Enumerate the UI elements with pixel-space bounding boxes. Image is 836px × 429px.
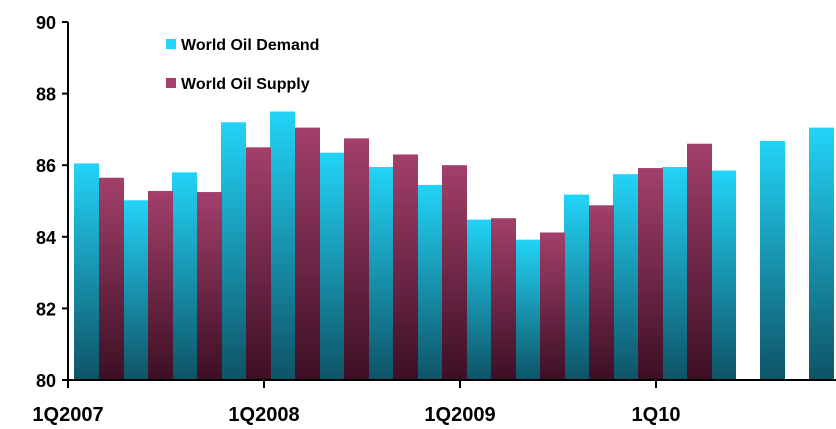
demand-bar-3Q2008	[368, 166, 393, 380]
demand-bar-2Q2008	[319, 152, 344, 380]
supply-bar-1Q2009	[491, 218, 516, 380]
supply-bar-2Q2008	[344, 138, 369, 380]
legend-label-supply: World Oil Supply	[181, 76, 310, 93]
demand-bar-1Q2008	[270, 111, 295, 380]
supply-bar-2Q2009	[540, 232, 565, 380]
demand-bar-2Q2009	[515, 239, 540, 380]
supply-bar-3Q2008	[393, 154, 418, 380]
legend-label-demand: World Oil Demand	[181, 37, 319, 54]
demand-bar-1Q2009	[466, 219, 491, 380]
demand-bar-4Q2007	[221, 122, 246, 381]
legend-swatch-supply	[166, 78, 176, 88]
x-tick-label-1Q2009: 1Q2009	[424, 404, 495, 426]
demand-bar-3Q2007	[172, 172, 197, 380]
supply-bar-4Q2007	[246, 147, 271, 380]
demand-bar-4Q2010	[809, 127, 834, 380]
demand-bar-4Q2009	[613, 174, 638, 380]
legend-swatch-demand	[166, 39, 176, 49]
x-tick-label-1Q2007: 1Q2007	[32, 404, 103, 426]
supply-bar-3Q2009	[589, 205, 614, 380]
demand-bar-4Q2008	[417, 184, 442, 380]
x-tick-label-1Q2008: 1Q2008	[228, 404, 299, 426]
supply-bar-3Q2007	[197, 192, 222, 380]
supply-bar-1Q2007	[99, 177, 124, 380]
supply-bar-4Q2009	[638, 168, 663, 380]
supply-bar-1Q2010	[687, 143, 712, 380]
demand-bar-3Q2010	[760, 140, 785, 380]
y-tick-label-88: 88	[36, 85, 56, 105]
x-tick-label-1Q10: 1Q10	[632, 404, 681, 426]
y-tick-label-86: 86	[36, 156, 56, 176]
demand-bar-1Q2010	[662, 166, 687, 380]
demand-bar-1Q2007	[74, 163, 99, 380]
y-tick-label-82: 82	[36, 299, 56, 319]
axes-group: 80 82 84 86 88 90 1Q2007 1Q2008 1Q2009 1Q10	[32, 13, 836, 426]
supply-bar-4Q2008	[442, 165, 467, 380]
supply-bar-1Q2008	[295, 127, 320, 380]
bars-group	[74, 111, 834, 381]
demand-bar-2Q2007	[123, 200, 148, 380]
demand-bar-3Q2009	[564, 194, 589, 380]
demand-bar-2Q2010	[711, 170, 736, 380]
supply-bar-2Q2007	[148, 190, 173, 380]
legend: World Oil Demand World Oil Supply	[166, 37, 319, 93]
y-tick-label-84: 84	[36, 228, 56, 248]
y-tick-label-90: 90	[36, 13, 56, 33]
y-tick-label-80: 80	[36, 371, 56, 391]
